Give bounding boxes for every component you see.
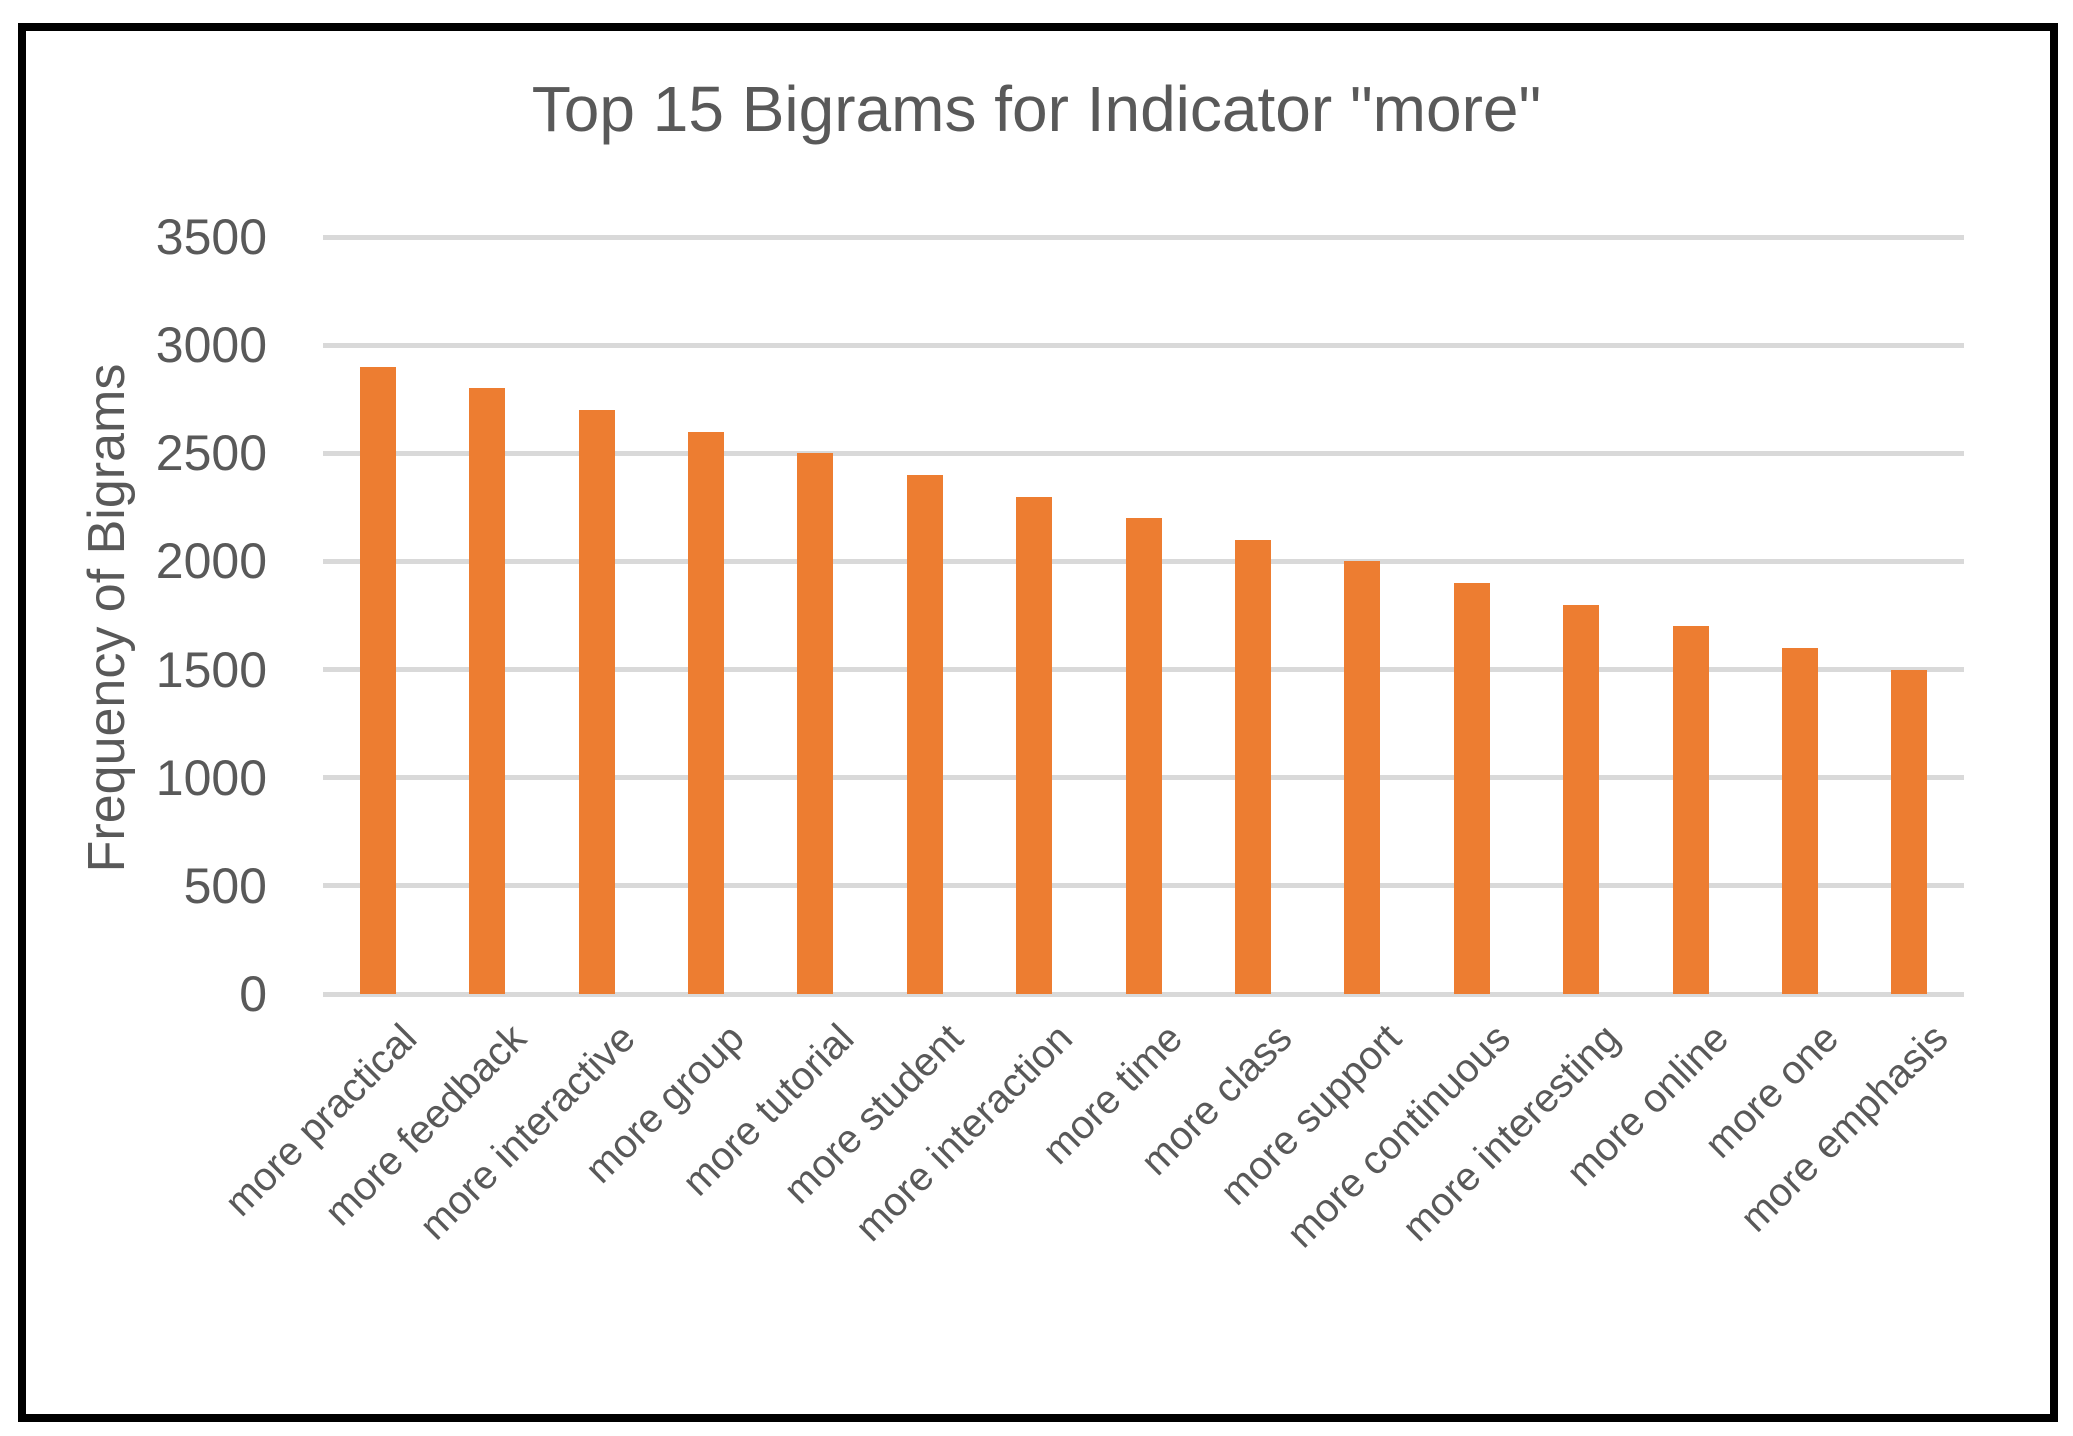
bar-more-interaction — [1016, 496, 1053, 994]
y-tick-label-2500: 2500 — [155, 425, 267, 482]
gridline-0 — [323, 991, 1964, 997]
gridline-3500 — [323, 234, 1964, 240]
bar-more-class — [1234, 539, 1271, 994]
y-tick-label-0: 0 — [239, 966, 267, 1022]
bar-more-continuous — [1453, 583, 1490, 994]
bar-more-feedback — [469, 388, 506, 994]
y-tick-label-2000: 2000 — [155, 533, 267, 590]
bar-more-interesting — [1563, 604, 1600, 994]
bar-more-support — [1344, 561, 1381, 994]
bar-more-student — [906, 474, 943, 994]
bar-more-online — [1672, 626, 1709, 994]
bar-more-time — [1125, 518, 1162, 994]
bar-more-tutorial — [797, 453, 834, 994]
y-tick-label-1000: 1000 — [155, 749, 267, 806]
bar-more-practical — [359, 366, 396, 994]
bar-more-one — [1781, 647, 1818, 994]
y-tick-label-3500: 3500 — [155, 209, 267, 265]
gridline-2500 — [323, 450, 1964, 456]
y-tick-label-1500: 1500 — [155, 641, 267, 698]
gridline-3000 — [323, 342, 1964, 348]
y-tick-label-3000: 3000 — [155, 317, 267, 374]
bar-more-emphasis — [1891, 669, 1928, 994]
y-tick-label-500: 500 — [183, 857, 267, 914]
bar-more-group — [687, 431, 724, 994]
chart-title: Top 15 Bigrams for Indicator "more" — [531, 73, 1542, 145]
bar-more-interactive — [578, 410, 615, 994]
